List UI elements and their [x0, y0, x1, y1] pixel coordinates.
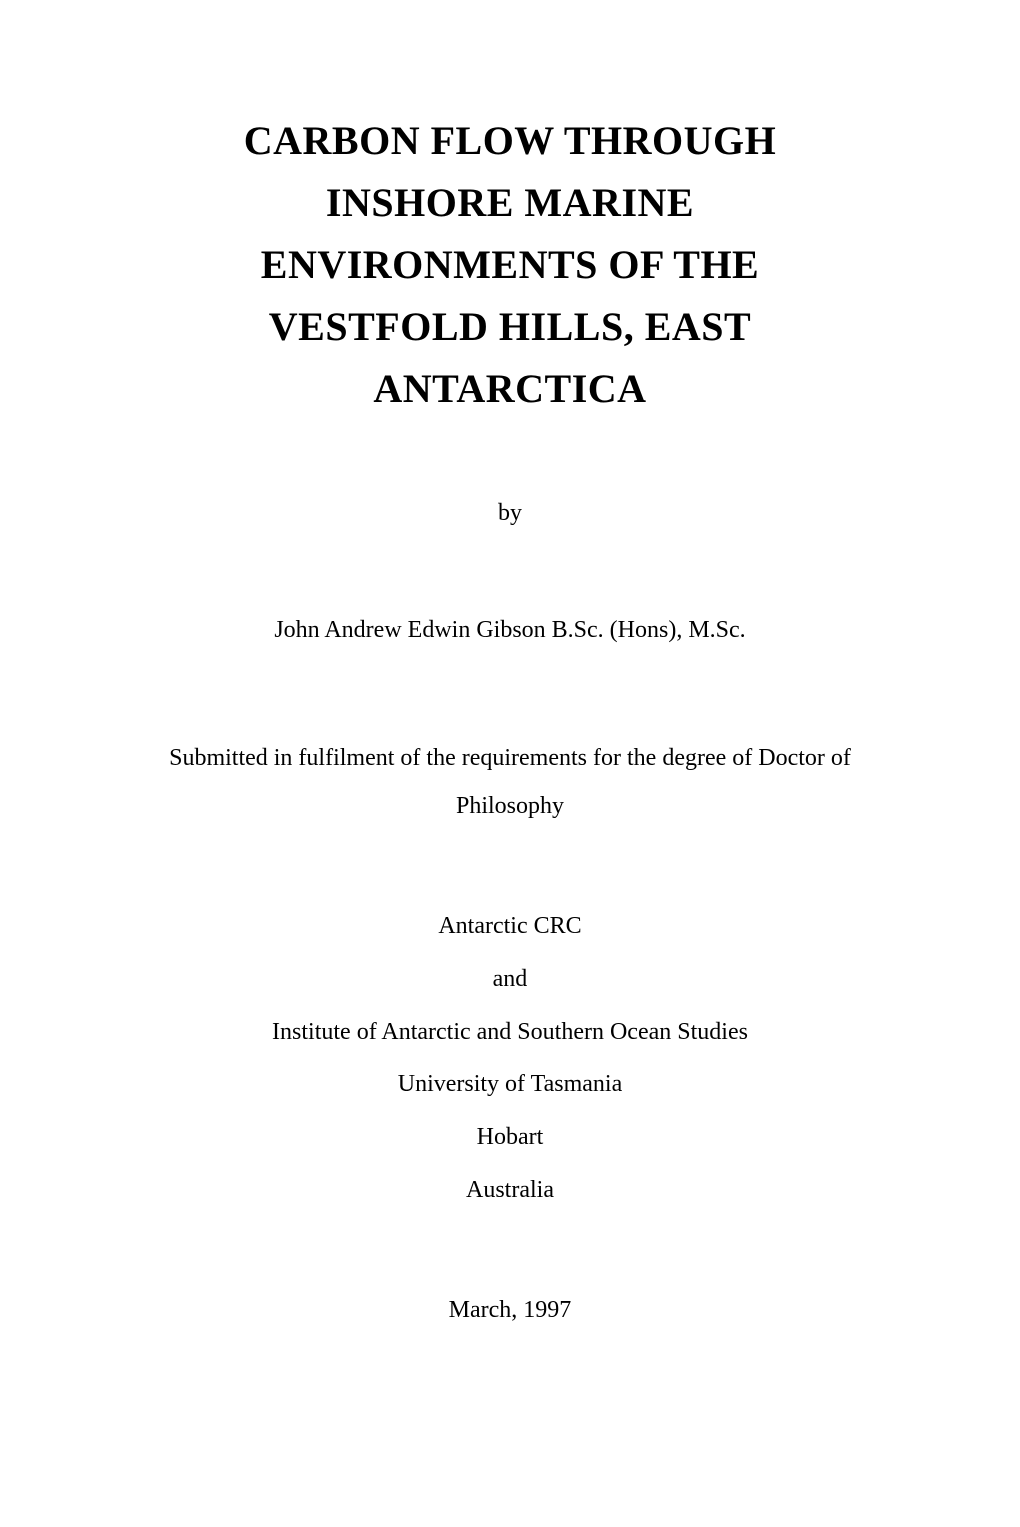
title-line-5: ANTARCTICA — [110, 358, 910, 420]
title-page: CARBON FLOW THROUGH INSHORE MARINE ENVIR… — [0, 0, 1020, 1527]
submitted-line-2: Philosophy — [110, 782, 910, 830]
submission-statement: Submitted in fulfilment of the requireme… — [110, 734, 910, 830]
title-line-1: CARBON FLOW THROUGH — [110, 110, 910, 172]
by-label: by — [498, 500, 522, 527]
title-line-2: INSHORE MARINE — [110, 172, 910, 234]
title-line-4: VESTFOLD HILLS, EAST — [110, 296, 910, 358]
affiliation-and: and — [272, 953, 748, 1006]
affiliation-institute: Institute of Antarctic and Southern Ocea… — [272, 1006, 748, 1059]
affiliation-city: Hobart — [272, 1111, 748, 1164]
submitted-line-1: Submitted in fulfilment of the requireme… — [110, 734, 910, 782]
affiliation-country: Australia — [272, 1164, 748, 1217]
affiliation-block: Antarctic CRC and Institute of Antarctic… — [272, 900, 748, 1217]
author-name: John Andrew Edwin Gibson B.Sc. (Hons), M… — [274, 617, 745, 644]
submission-date: March, 1997 — [449, 1297, 572, 1324]
affiliation-crc: Antarctic CRC — [272, 900, 748, 953]
title-line-3: ENVIRONMENTS OF THE — [110, 234, 910, 296]
thesis-title: CARBON FLOW THROUGH INSHORE MARINE ENVIR… — [110, 110, 910, 420]
affiliation-university: University of Tasmania — [272, 1058, 748, 1111]
